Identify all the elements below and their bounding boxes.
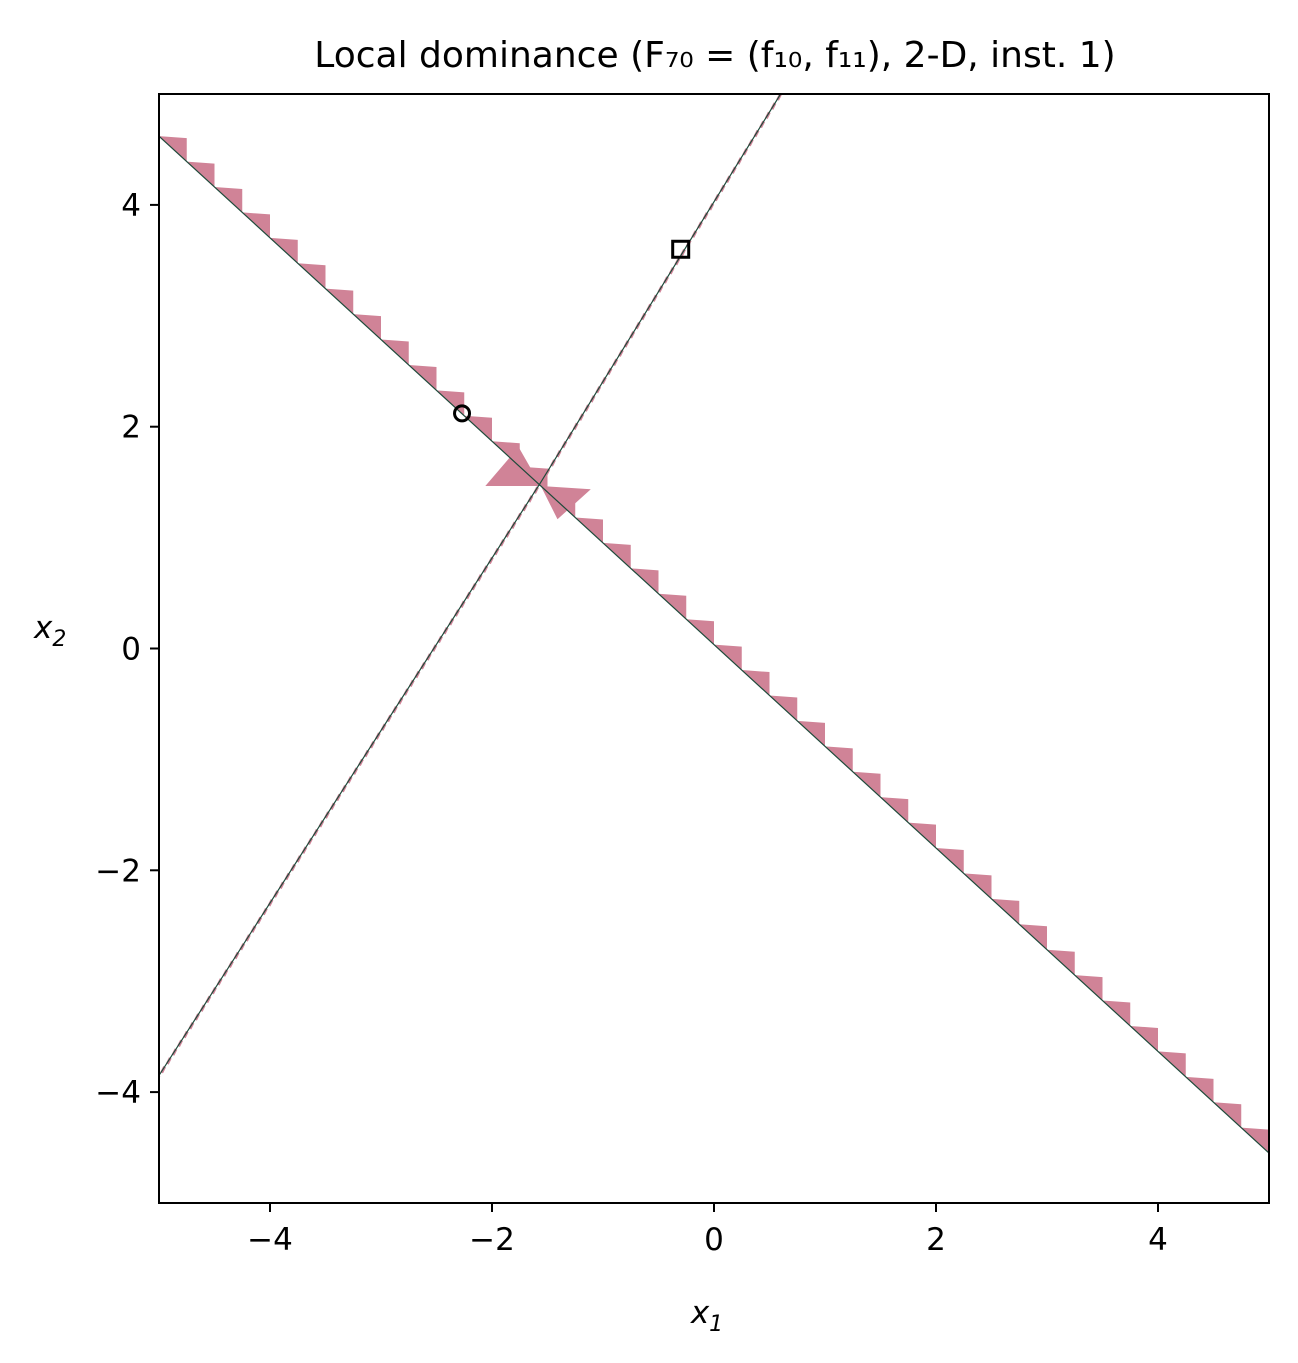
square-marker <box>671 239 691 259</box>
x-tick-label: −4 <box>247 1222 293 1258</box>
y-axis-label: x2 <box>33 610 66 652</box>
y-tick-label: 4 <box>121 188 141 224</box>
dominance-region-wedge <box>485 447 541 486</box>
plot-frame <box>158 93 1270 1204</box>
axis-ticks: −4 −2 0 2 4 −4 −2 0 2 4 <box>95 188 1168 1258</box>
dominance-region-wedge <box>540 485 591 520</box>
x-tick-label: 0 <box>704 1222 724 1258</box>
circle-marker <box>453 404 472 423</box>
y-tick-label: −2 <box>95 853 141 889</box>
x-axis-label: x1 <box>690 1295 723 1337</box>
chart-title: Local dominance (F₇₀ = (f₁₀, f₁₁), 2-D, … <box>314 35 1115 76</box>
ridge-line <box>159 94 782 1076</box>
y-tick-label: −4 <box>95 1075 141 1111</box>
plot-content <box>159 94 1269 1154</box>
y-tick-label: 2 <box>121 410 141 446</box>
x-tick-label: 2 <box>926 1222 946 1258</box>
ridge-line <box>159 135 1269 1154</box>
x-tick-label: 4 <box>1148 1222 1168 1258</box>
y-tick-label: 0 <box>121 632 141 668</box>
plot-area <box>159 94 1269 1154</box>
x-axis-label-subscript: 1 <box>709 1312 723 1337</box>
x-tick-label: −2 <box>469 1222 515 1258</box>
y-axis-label-subscript: 2 <box>52 627 66 652</box>
